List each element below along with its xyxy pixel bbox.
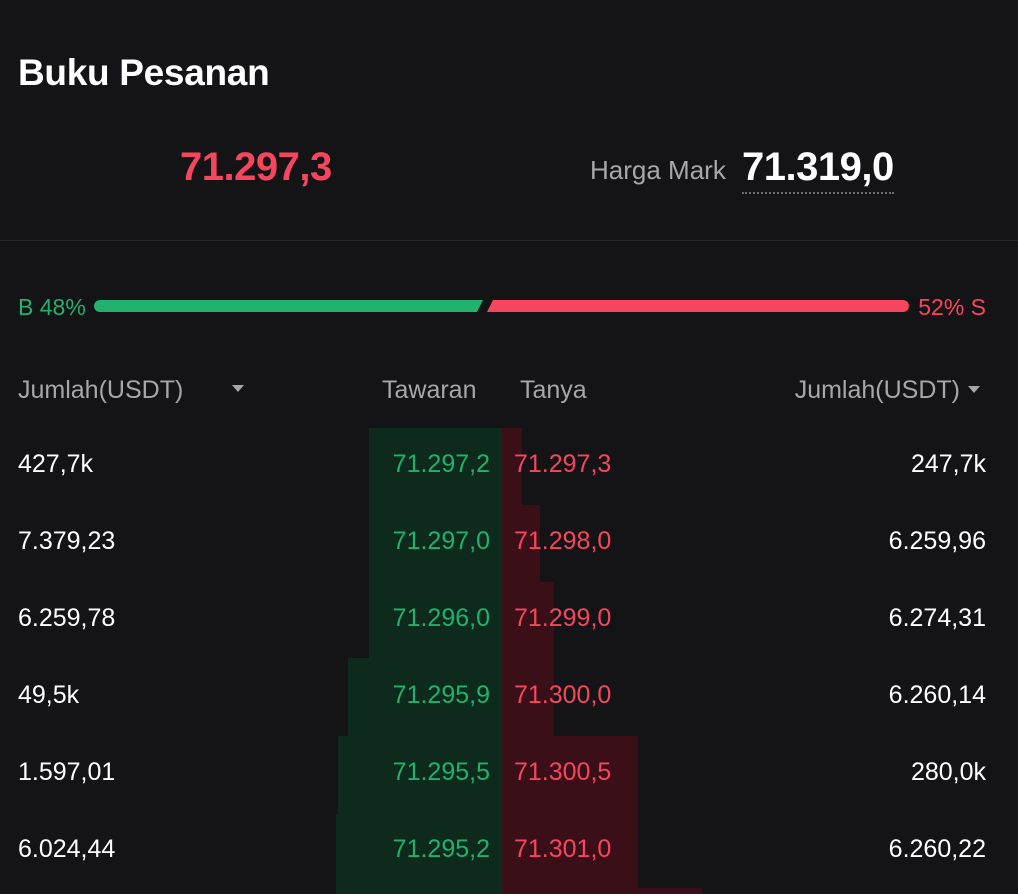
order-book-row[interactable]: 7.379,23 71.297,0 71.298,0 6.259,96 <box>0 505 1018 582</box>
ask-depth-bar <box>502 659 554 736</box>
ask-depth-bar <box>502 888 702 894</box>
bid-amount: 6.024,44 <box>18 835 116 863</box>
ask-price[interactable]: 71.301,0 <box>514 835 612 863</box>
ask-price[interactable]: 71.300,0 <box>514 681 612 709</box>
bid-price[interactable]: 71.297,0 <box>392 527 490 555</box>
mark-price-label: Harga Mark <box>590 155 726 185</box>
ask-depth-bar <box>502 428 522 505</box>
ask-depth-bar <box>502 736 638 894</box>
bid-price[interactable]: 71.297,2 <box>392 450 490 478</box>
bid-amount: 427,7k <box>18 450 94 478</box>
buy-ratio-label: B 48% <box>18 294 86 320</box>
buy-sell-ratio-bar <box>94 300 909 312</box>
buy-ratio-fill <box>94 300 483 312</box>
ask-price[interactable]: 71.297,3 <box>514 450 612 478</box>
bid-price[interactable]: 71.296,0 <box>392 604 490 632</box>
ask-price-header: Tanya <box>520 376 587 404</box>
last-price: 71.297,3 <box>180 145 332 189</box>
caret-down-icon[interactable] <box>968 386 980 393</box>
ask-amount: 247,7k <box>910 450 986 478</box>
ask-amount: 6.260,14 <box>888 681 986 709</box>
bid-amount-header[interactable]: Jumlah(USDT) <box>18 376 184 404</box>
sell-ratio-label: 52% S <box>918 294 986 320</box>
bid-price[interactable]: 71.295,9 <box>392 681 490 709</box>
ask-amount: 6.259,96 <box>888 527 986 555</box>
order-book-row[interactable]: 6.024,44 71.295,2 71.301,0 6.260,22 <box>0 813 1018 890</box>
bid-price[interactable]: 71.295,2 <box>392 835 490 863</box>
bid-depth-bar <box>338 736 502 814</box>
order-book-row[interactable]: 6.259,78 71.296,0 71.299,0 6.274,31 <box>0 582 1018 659</box>
bid-amount: 7.379,23 <box>18 527 116 555</box>
ask-amount: 6.260,22 <box>888 835 986 863</box>
mark-price-value[interactable]: 71.319,0 <box>742 145 894 194</box>
ask-price[interactable]: 71.299,0 <box>514 604 612 632</box>
ask-amount: 280,0k <box>910 758 986 786</box>
ask-depth-bar <box>502 505 540 582</box>
bid-price-header: Tawaran <box>382 376 477 404</box>
order-book-table: 427,7k 71.297,2 71.297,3 247,7k 7.379,23… <box>0 428 1018 894</box>
bid-depth-bar <box>348 658 502 736</box>
ask-depth-bar <box>502 582 554 659</box>
bid-amount: 6.259,78 <box>18 604 116 632</box>
bid-depth-bar <box>336 814 502 894</box>
bid-price[interactable]: 71.295,5 <box>392 758 490 786</box>
sell-ratio-fill <box>487 300 909 312</box>
bid-amount: 49,5k <box>18 681 80 709</box>
order-book-row[interactable]: 49,5k 71.295,9 71.300,0 6.260,14 <box>0 659 1018 736</box>
page-title: Buku Pesanan <box>18 52 270 93</box>
ask-amount: 6.274,31 <box>888 604 986 632</box>
order-book-row[interactable]: 427,7k 71.297,2 71.297,3 247,7k <box>0 428 1018 505</box>
ask-amount-header[interactable]: Jumlah(USDT) <box>794 376 960 404</box>
order-book-row[interactable]: 1.597,01 71.295,5 71.300,5 280,0k <box>0 736 1018 813</box>
ask-price[interactable]: 71.300,5 <box>514 758 612 786</box>
bid-depth-bar <box>369 428 502 658</box>
header-divider <box>0 240 1018 241</box>
caret-down-icon[interactable] <box>232 385 244 392</box>
ask-price[interactable]: 71.298,0 <box>514 527 612 555</box>
bid-amount: 1.597,01 <box>18 758 116 786</box>
